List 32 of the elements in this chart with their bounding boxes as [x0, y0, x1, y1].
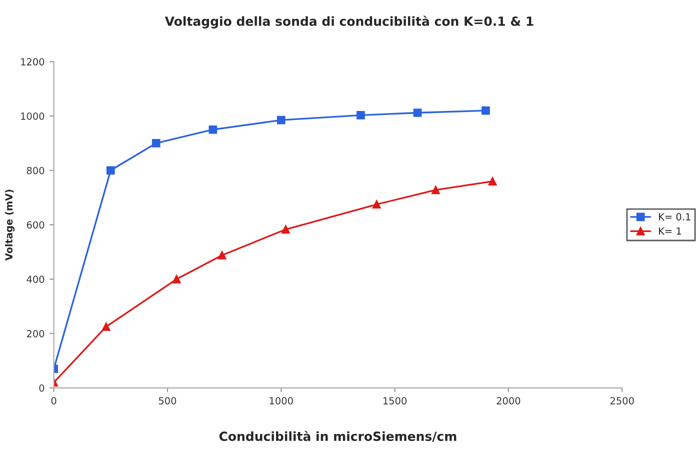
- point: [488, 177, 497, 186]
- point: [102, 322, 110, 331]
- x-tick-label: 500: [158, 397, 176, 404]
- point: [106, 166, 115, 175]
- y-tick-label: 400: [26, 276, 44, 283]
- point: [152, 139, 160, 148]
- point: [208, 125, 218, 134]
- y-tick-label: 0: [39, 384, 44, 392]
- x-tick-label: 0: [51, 397, 56, 404]
- point: [172, 274, 181, 284]
- y-tick-label: 800: [26, 166, 44, 174]
- point: [356, 111, 365, 120]
- y-tick-label: 1000: [21, 112, 44, 120]
- x-tick-label: 1500: [383, 397, 407, 404]
- point: [413, 108, 422, 117]
- point: [432, 186, 440, 194]
- y-tick-label: 600: [26, 221, 44, 229]
- legend-label: K= 0.1: [659, 213, 690, 220]
- point: [372, 200, 381, 209]
- point: [276, 116, 286, 124]
- x-axis-title: Conducibilità in microSiemens/cm: [219, 430, 456, 442]
- legend-label: K= 1: [659, 228, 681, 235]
- point: [282, 225, 290, 234]
- x-tick-label: 2500: [610, 397, 634, 404]
- x-tick-label: 1000: [270, 397, 293, 404]
- chart-title: Voltaggio della sonda di conducibilità con K=0.1 & 1: [164, 16, 534, 28]
- y-tick-label: 200: [26, 330, 44, 338]
- x-tick-label: 2000: [496, 397, 520, 404]
- point: [218, 251, 226, 260]
- y-axis-title: Voltage (mV): [5, 190, 14, 261]
- y-tick-label: 1200: [21, 58, 44, 66]
- point: [482, 106, 490, 115]
